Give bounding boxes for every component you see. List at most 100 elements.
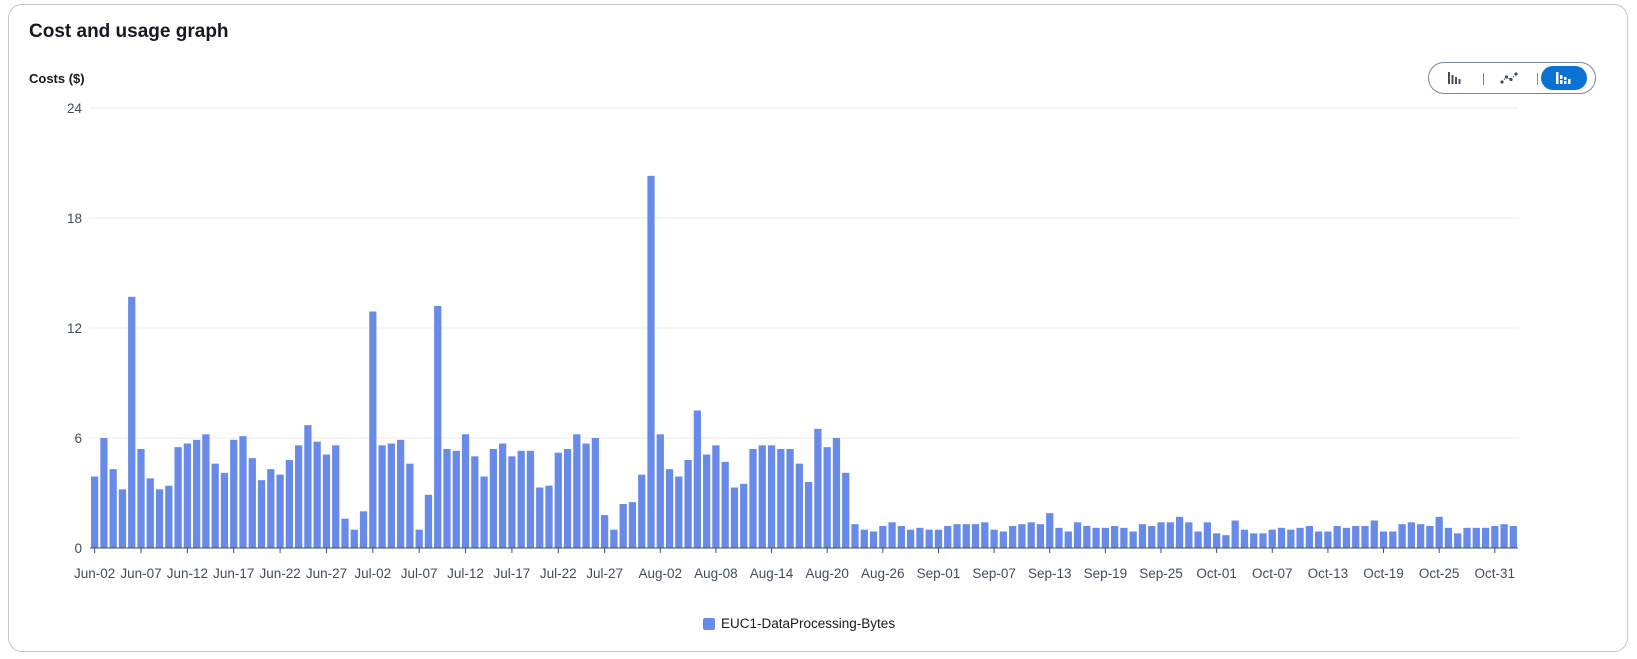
bar [165,485,173,548]
bar [489,449,497,548]
x-tick-label: Sep-13 [1028,566,1072,581]
bar [999,531,1007,548]
bar [934,529,943,548]
bar [341,518,349,548]
bar [304,425,312,548]
legend-swatch [703,617,715,630]
x-tick-label: Oct-01 [1196,566,1237,581]
bar [749,449,757,548]
bar [443,449,451,548]
bar [1342,527,1351,548]
x-tick-label: Aug-20 [805,566,849,581]
bar [193,439,201,548]
bar [860,529,868,548]
y-tick-label: 0 [74,541,82,556]
bar [730,487,739,548]
bar [1426,526,1434,548]
bar [100,438,108,548]
bar [137,449,145,548]
bar [1083,526,1091,548]
bar [359,511,368,548]
bar [795,463,803,548]
bar-chart-icon [1448,72,1461,84]
bar [1454,533,1462,548]
bar [591,438,599,548]
bar [1481,527,1490,548]
bar [1315,531,1323,548]
bar [786,449,794,548]
bar-chart-button[interactable] [1432,66,1478,90]
bar [805,482,813,548]
bar [1018,524,1026,548]
bar [953,524,961,548]
x-tick-label: Jun-07 [120,566,161,581]
bar [211,463,219,548]
x-tick-label: Jul-02 [354,566,391,581]
bar [1101,527,1109,548]
y-tick-label: 6 [74,431,82,446]
bar [1370,520,1378,548]
bar [1509,526,1517,548]
x-tick-label: Sep-07 [972,566,1016,581]
bar [971,524,980,548]
bar [1333,526,1341,548]
bar [814,428,822,548]
bar [397,439,405,548]
bar [962,524,970,548]
bar [1240,529,1249,548]
bar [1111,526,1119,548]
bar [174,447,182,548]
bar [1435,516,1443,548]
bar [1500,524,1508,548]
bar [1305,526,1313,548]
panel-title: Cost and usage graph [29,21,229,42]
bar [1203,522,1211,548]
bar [675,476,683,548]
bar [767,445,776,548]
bar [823,447,831,548]
bar [1407,522,1415,548]
stacked-bar-chart-button[interactable] [1541,66,1587,90]
x-tick-label: Sep-19 [1084,566,1128,581]
x-tick-label: Jul-27 [586,566,623,581]
legend-label[interactable]: EUC1-DataProcessing-Bytes [721,616,896,631]
x-tick-label: Oct-13 [1308,566,1349,581]
bar [230,439,238,548]
line-chart-button[interactable] [1486,66,1532,90]
bar [155,489,164,548]
bar [601,515,609,548]
bar [1463,527,1471,548]
x-tick-label: Jun-17 [213,566,254,581]
bar [869,531,878,548]
bar [415,529,423,548]
bar [202,434,210,548]
y-axis-title: Costs ($) [29,71,85,86]
bar [313,441,321,548]
bar [1120,527,1128,548]
x-tick-label: Aug-26 [861,566,905,581]
y-tick-label: 18 [67,211,82,226]
bar [526,450,535,548]
bar [1250,533,1258,548]
bar [91,476,99,548]
bar [499,443,507,548]
bar [907,529,915,548]
bar [1009,526,1017,548]
bar [461,434,470,548]
x-tick-label: Aug-14 [750,566,794,581]
bar [109,469,117,548]
bar [1138,524,1147,548]
cost-bar-chart: 0 6 12 18 24 Jun-02 Jun-07 Jun-12 Jun-17 Jun-22 Ju… [67,101,1518,581]
bar [285,460,293,548]
bar [1287,529,1295,548]
bar [536,487,544,548]
bar [1175,516,1184,548]
toggle-divider [1537,73,1538,85]
bar [916,527,924,548]
bar [656,434,664,548]
bar [1324,531,1332,548]
bar [1389,531,1397,548]
bar [239,436,247,548]
x-tick-label: Jul-17 [494,566,531,581]
bar [1444,527,1453,548]
